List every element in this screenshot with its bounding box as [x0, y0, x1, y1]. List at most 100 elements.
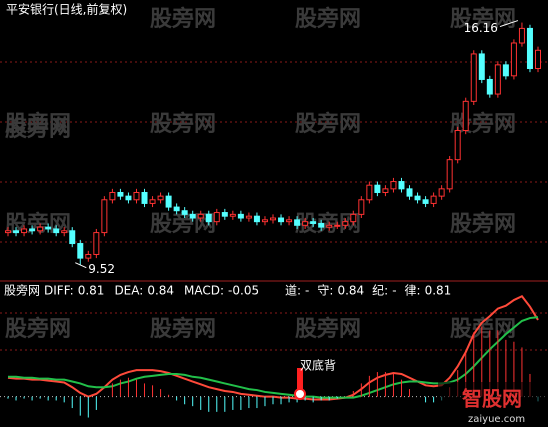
legend-text: MACD: — [184, 284, 224, 298]
candle-body — [149, 199, 156, 204]
candle-body — [398, 181, 405, 190]
candle-body — [422, 199, 429, 204]
indicator-line — [7, 295, 539, 401]
chart-title: 平安银行(日线,前复权) — [6, 2, 127, 17]
watermark: 股旁网 — [295, 316, 361, 342]
candle-body — [326, 224, 333, 228]
high-label: 16.16 — [464, 21, 498, 35]
candle-body — [286, 219, 293, 223]
candle-body — [109, 191, 116, 201]
legend-text: 0.81 — [425, 284, 452, 298]
candle-body — [310, 221, 317, 224]
candle-body — [535, 49, 541, 70]
watermark: 股旁网 — [450, 111, 516, 137]
legend-text: 纪: — [372, 284, 388, 298]
annotation-bar — [297, 368, 303, 394]
candle-body — [181, 210, 188, 215]
candle-body — [141, 191, 148, 204]
watermark: 股旁网 — [5, 111, 71, 137]
watermark: 股旁网 — [295, 6, 361, 32]
candle-body — [414, 195, 421, 201]
legend-text: 0.84 — [147, 284, 174, 298]
candle-body — [237, 213, 244, 219]
watermark: 股旁网 — [450, 211, 516, 237]
candle-body — [302, 221, 309, 226]
watermark: 股旁网 — [5, 116, 71, 142]
legend-text: -0.05 — [228, 284, 259, 298]
candle-body — [133, 191, 140, 201]
candle-body — [406, 188, 413, 197]
low-pointer — [75, 262, 87, 269]
low-label: 9.52 — [88, 262, 115, 276]
watermark: 股旁网 — [150, 111, 216, 137]
candle-body — [205, 213, 212, 223]
logo-text: 智股网 — [462, 387, 522, 411]
candle-body — [526, 27, 533, 70]
candle-body — [157, 195, 164, 201]
candle-body — [518, 27, 525, 44]
logo-url: zaiyue.com — [468, 414, 525, 425]
candle-body — [245, 215, 252, 219]
candle-body — [165, 195, 172, 208]
candle-body — [454, 130, 461, 161]
candle-body — [278, 217, 285, 223]
candle-body — [318, 222, 325, 228]
candle-body — [294, 219, 301, 226]
watermark: 股旁网 — [295, 111, 361, 137]
candle-body — [69, 230, 76, 245]
candle-body — [358, 199, 365, 215]
candle-body — [125, 195, 132, 201]
candle-body — [446, 159, 453, 190]
legend-text: 0.84 — [337, 284, 364, 298]
legend-text: - — [392, 284, 396, 298]
candle-body — [350, 213, 357, 223]
candle-body — [13, 230, 20, 234]
legend-text: 股旁网 — [4, 283, 40, 298]
candle-body — [334, 224, 341, 227]
legend-text: 0.81 — [78, 284, 105, 298]
candle-body — [21, 228, 28, 234]
candle-body — [213, 212, 220, 223]
candle-body — [37, 226, 44, 232]
background — [0, 61, 548, 351]
legend-text: DIFF: — [44, 284, 74, 298]
legend-text: 道: — [285, 284, 301, 298]
watermark: 股旁网 — [150, 211, 216, 237]
candle-body — [221, 212, 228, 217]
candle-body — [61, 230, 68, 234]
candle-body — [5, 230, 11, 234]
candle-body — [470, 53, 477, 102]
watermark: 股旁网 — [150, 316, 216, 342]
candle-body — [390, 181, 397, 190]
candle-body — [510, 42, 517, 77]
candle-body — [270, 217, 276, 221]
candle-body — [29, 228, 36, 232]
legend-text: DEA: — [114, 284, 143, 298]
watermark: 股旁网 — [450, 6, 516, 32]
candle-body — [77, 243, 84, 259]
candle-body — [45, 226, 52, 230]
candle-body — [173, 206, 180, 212]
candle-body — [374, 184, 381, 193]
candle-body — [486, 78, 493, 95]
candle-body — [253, 215, 260, 223]
watermarks: 股旁网股旁网 股旁网 股旁网股旁网 股旁网 股旁网 股旁网股旁网 股旁网 股旁网 股旁网股旁网股… — [5, 6, 516, 342]
candle-body — [93, 232, 100, 255]
candle-body — [261, 219, 268, 223]
candle-body — [101, 199, 108, 234]
watermark: 股旁网 — [150, 6, 216, 32]
candle-body — [53, 228, 60, 234]
candle-body — [478, 53, 485, 80]
annotation: 双底背 — [300, 358, 336, 373]
watermark: 股旁网 — [450, 316, 516, 342]
logo: 智股网 zaiyue.com — [438, 382, 548, 427]
candle-body — [382, 188, 389, 193]
candle-body — [229, 213, 236, 217]
candle-body — [85, 253, 92, 259]
candle-body — [117, 191, 124, 197]
candle-body — [366, 184, 373, 201]
candle-body — [189, 213, 196, 219]
legend-text: 守: — [317, 284, 333, 298]
candle-body — [197, 213, 204, 219]
